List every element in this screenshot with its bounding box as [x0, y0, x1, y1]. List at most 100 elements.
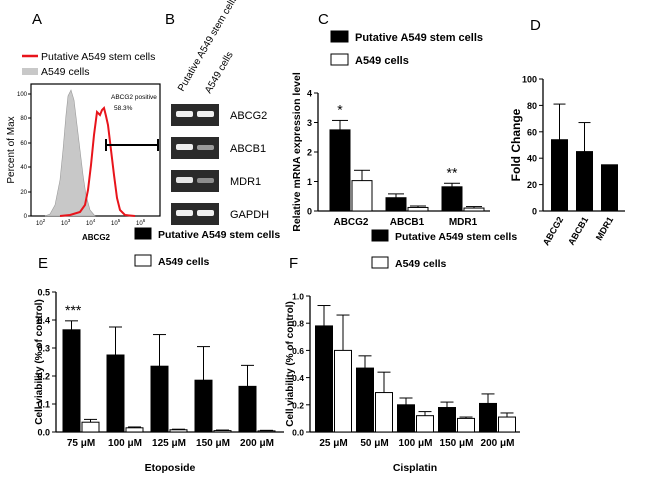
panel-b-column-label-a549: A549 cells: [203, 50, 236, 95]
panel-a-x-tick-label: 102: [36, 218, 46, 227]
panel-c-legend-swatch: [330, 30, 349, 43]
panel-d-y-tick-label: 40: [527, 154, 537, 164]
panel-c-bar-series2: [351, 180, 373, 212]
panel-e-y-tick-label: 0.3: [37, 344, 50, 354]
panel-c-y-tick-label: 4: [307, 89, 312, 99]
panel-c-x-tick-label: ABCB1: [390, 217, 425, 228]
panel-b: B Putative A549 stem cells A549 cells AB…: [165, 0, 269, 225]
panel-b-gel-abcb1: [171, 137, 219, 159]
panel-f-y-label: Cell viability (% of control): [285, 301, 296, 427]
panel-e-y-tick-label: 0.2: [37, 372, 50, 382]
panel-f-legend-label: Putative A549 stem cells: [395, 231, 517, 243]
panel-c-y-tick-label: 2: [307, 148, 312, 158]
panel-e-bar-series2: [125, 427, 144, 433]
panel-b-row-label: MDR1: [230, 176, 261, 188]
panel-e-bar-series1: [106, 354, 125, 433]
panel-e-bar-series1: [62, 329, 81, 433]
panel-f-y-tick-label: 0.8: [292, 319, 304, 329]
panel-f-x-tick-label: 200 μM: [481, 438, 515, 449]
panel-d-x-tick-label: MDR1: [594, 215, 615, 242]
panel-d-bar-series1: [576, 151, 593, 212]
gel-band: [176, 144, 193, 150]
panel-a-histogram-a549: [44, 89, 96, 217]
panel-f: F 0.0 0.2 0.4 0.6 0.8 1.0 25 μM 50 μM 100 μM 150 …: [285, 229, 520, 474]
panel-f-x-tick-label: 150 μM: [440, 438, 474, 449]
panel-a-y-tick-label: 20: [20, 190, 27, 196]
panel-f-bar-series1: [397, 404, 415, 433]
panel-e-bar-series1: [194, 379, 213, 433]
panel-d-letter: D: [530, 17, 541, 34]
panel-f-bar-series2: [375, 392, 393, 433]
panel-f-y-tick-label: 1.0: [292, 292, 304, 302]
panel-c-y-tick-label: 0: [307, 207, 312, 217]
panel-f-y-tick-label: 0.2: [292, 400, 304, 410]
panel-d-y-tick-label: 60: [527, 127, 537, 137]
panel-a-gate-value: 58.3%: [114, 105, 133, 112]
panel-c-legend-label: A549 cells: [355, 55, 409, 67]
panel-b-row-label: ABCG2: [230, 110, 267, 122]
panel-f-bar-series1: [356, 367, 374, 433]
panel-f-legend-swatch: [371, 229, 389, 242]
panel-d-y-tick-label: 80: [527, 101, 537, 111]
panel-c-x-tick-label: MDR1: [449, 217, 478, 228]
panel-e-y-tick-label: 0.5: [37, 288, 50, 298]
panel-e: E 0.0 0.1 0.2 0.3 0.4 0.5 *** 75 μM 100 μM 125 μM…: [34, 227, 284, 474]
panel-f-x-tick-label: 25 μM: [319, 438, 347, 449]
gel-band: [197, 111, 214, 117]
panel-b-row-label: ABCB1: [230, 143, 266, 155]
panel-e-x-tick-label: 100 μM: [108, 438, 142, 449]
panel-c-legend-label: Putative A549 stem cells: [355, 32, 483, 44]
panel-d-y-tick-label: 20: [527, 180, 537, 190]
panel-a-x-ticks: 102 103 104 105 106: [36, 218, 146, 227]
panel-a-x-tick-label: 105: [111, 218, 121, 227]
panel-f-bar-series1: [315, 325, 333, 433]
panel-c-bar-series2: [463, 207, 485, 212]
panel-e-bar-series2: [169, 429, 188, 433]
panel-d-x-tick-label: ABCB1: [566, 215, 590, 247]
gel-band: [176, 210, 193, 216]
panel-f-bar-series2: [416, 415, 434, 433]
gel-band: [176, 111, 193, 117]
panel-a-gate-label: ABCG2 positive: [111, 94, 157, 101]
panel-f-letter: F: [289, 255, 298, 272]
panel-c-bar-series1: [329, 129, 351, 212]
panel-a-legend-label-a549: A549 cells: [41, 66, 89, 78]
panel-f-legend-label: A549 cells: [395, 258, 447, 270]
panel-f-bar-series2: [457, 417, 475, 433]
panel-e-y-tick-label: 0.0: [37, 428, 50, 438]
panel-e-x-tick-label: 75 μM: [67, 438, 95, 449]
panel-a-y-ticks: 0 20 40 60 80 100: [17, 92, 31, 220]
panel-d-bar-series1: [551, 139, 568, 212]
panel-c-bar-series1: [385, 197, 407, 212]
gel-band: [176, 177, 193, 183]
panel-a-x-tick-label: 106: [136, 218, 146, 227]
panel-c-significance-label: **: [447, 164, 458, 180]
panel-e-y-tick-label: 0.4: [37, 316, 50, 326]
panel-e-legend-label: Putative A549 stem cells: [158, 229, 280, 241]
panel-f-bar-series2: [334, 349, 352, 433]
gel-band: [197, 145, 214, 150]
panel-e-bar-series1: [150, 365, 169, 433]
panel-f-x-tick-label: 50 μM: [360, 438, 388, 449]
panel-a-y-tick-label: 100: [17, 92, 28, 98]
panel-e-legend-label: A549 cells: [158, 256, 210, 268]
panel-a-letter: A: [32, 11, 42, 28]
panel-d-y-tick-label: 0: [532, 207, 537, 217]
panel-a-y-tick-label: 80: [20, 116, 27, 122]
panel-b-gel-mdr1: [171, 170, 219, 192]
panel-e-x-label: Etoposide: [145, 462, 196, 474]
panel-c-letter: C: [318, 11, 329, 28]
panel-b-letter: B: [165, 11, 175, 28]
panel-f-bar-series1: [479, 402, 497, 433]
panel-e-x-tick-label: 150 μM: [196, 438, 230, 449]
panel-c: C 0 1 2 3 4 * ABCG2 ABCB1 ** MDR1 Relative mRNA ex…: [291, 11, 490, 232]
panel-e-bar-series1: [238, 385, 257, 433]
panel-a-x-label: ABCG2: [82, 233, 111, 242]
panel-e-bar-series2: [81, 421, 100, 433]
panel-f-y-tick-label: 0.6: [292, 346, 304, 356]
panel-e-significance-label: ***: [65, 302, 82, 318]
panel-e-legend-swatch: [134, 227, 152, 240]
panel-a-y-tick-label: 0: [24, 214, 28, 220]
panel-a-histogram-stem: [59, 106, 136, 217]
